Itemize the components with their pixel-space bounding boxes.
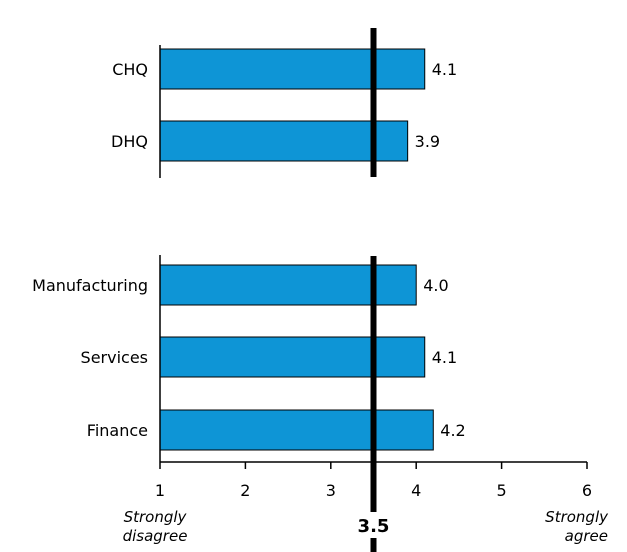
bar-finance: [159, 409, 434, 451]
bars-layer: [159, 48, 434, 451]
value-label-finance: 4.2: [440, 421, 465, 440]
bar-services: [159, 336, 426, 378]
x-tick-label-5: 5: [497, 481, 507, 500]
scale-max-label: Strongly agree: [545, 508, 609, 545]
scale-max-label-line-2: agree: [565, 527, 608, 545]
scale-min-label-line-1: Strongly: [124, 508, 188, 526]
category-label-dhq: DHQ: [111, 132, 148, 151]
scale-max-label-line-1: Strongly: [545, 508, 609, 526]
labels-layer: CHQ 4.1 DHQ 3.9 Manufacturing 4.0 Services 4.1 F…: [32, 60, 609, 545]
bar-chq: [159, 48, 426, 90]
bar-dhq: [159, 120, 409, 162]
value-label-manufacturing: 4.0: [423, 276, 448, 295]
x-tick-label-6: 6: [582, 481, 592, 500]
value-label-services: 4.1: [432, 348, 457, 367]
x-tick-label-3: 3: [326, 481, 336, 500]
reference-layer: 3.5: [351, 28, 396, 552]
reference-value-label: 3.5: [358, 516, 390, 537]
category-label-services: Services: [81, 348, 148, 367]
value-label-dhq: 3.9: [415, 132, 440, 151]
x-tick-label-4: 4: [411, 481, 421, 500]
category-label-manufacturing: Manufacturing: [32, 276, 148, 295]
category-label-chq: CHQ: [112, 60, 148, 79]
reference-label-background: [351, 512, 396, 538]
x-tick-label-2: 2: [240, 481, 250, 500]
category-label-finance: Finance: [87, 421, 148, 440]
bar-manufacturing: [159, 264, 417, 306]
scale-min-label-line-2: disagree: [123, 527, 188, 545]
value-label-chq: 4.1: [432, 60, 457, 79]
scale-min-label: Strongly disagree: [123, 508, 188, 545]
x-tick-label-1: 1: [155, 481, 165, 500]
